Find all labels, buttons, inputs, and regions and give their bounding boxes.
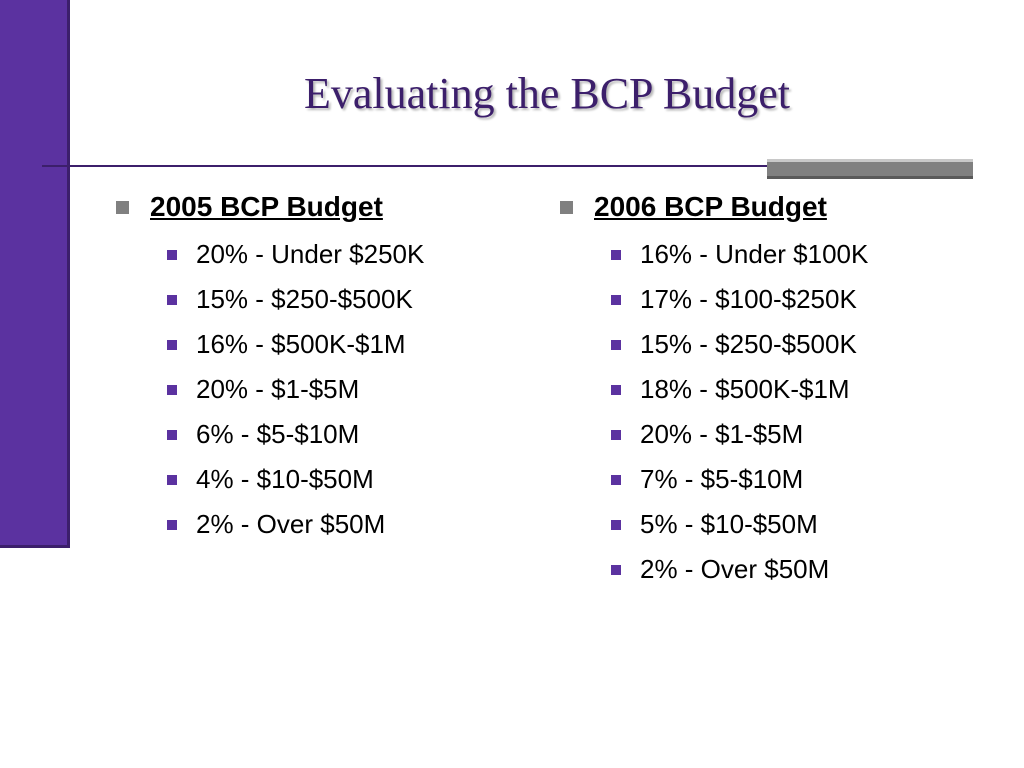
list-item-text: 5% - $10-$50M	[640, 509, 818, 539]
budget-list: 20% - Under $250K 15% - $250-$500K 16% -…	[167, 232, 424, 547]
list-item: 2% - Over $50M	[167, 502, 424, 547]
list-item: 18% - $500K-$1M	[611, 367, 868, 412]
budget-list: 16% - Under $100K 17% - $100-$250K 15% -…	[611, 232, 868, 592]
list-item: 15% - $250-$500K	[167, 277, 424, 322]
list-item: 20% - $1-$5M	[611, 412, 868, 457]
list-item-text: 7% - $5-$10M	[640, 464, 804, 494]
column-heading: 2006 BCP Budget	[594, 191, 827, 222]
square-bullet-icon	[611, 519, 621, 530]
decorative-gray-bar	[767, 159, 973, 179]
list-item-text: 2% - Over $50M	[196, 509, 386, 539]
square-bullet-icon	[611, 249, 621, 260]
list-item: 16% - Under $100K	[611, 232, 868, 277]
square-bullet-icon	[167, 384, 177, 395]
left-accent-bar-shadow	[67, 0, 70, 548]
square-bullet-icon	[611, 429, 621, 440]
list-item: 20% - Under $250K	[167, 232, 424, 277]
list-item-text: 20% - $1-$5M	[640, 419, 804, 449]
list-item-text: 15% - $250-$500K	[640, 329, 857, 359]
list-item-text: 6% - $5-$10M	[196, 419, 360, 449]
list-item-text: 17% - $100-$250K	[640, 284, 857, 314]
column-heading-row: 2005 BCP Budget	[116, 186, 424, 228]
list-item: 2% - Over $50M	[611, 547, 868, 592]
list-item: 6% - $5-$10M	[167, 412, 424, 457]
square-bullet-icon	[167, 339, 177, 350]
list-item: 20% - $1-$5M	[167, 367, 424, 412]
list-item: 5% - $10-$50M	[611, 502, 868, 547]
list-item-text: 2% - Over $50M	[640, 554, 830, 584]
column-2005: 2005 BCP Budget 20% - Under $250K 15% - …	[116, 186, 424, 547]
square-bullet-icon	[611, 384, 621, 395]
list-item-text: 20% - Under $250K	[196, 239, 425, 269]
list-item-text: 15% - $250-$500K	[196, 284, 413, 314]
title-divider	[42, 165, 777, 167]
list-item-text: 4% - $10-$50M	[196, 464, 374, 494]
column-heading-row: 2006 BCP Budget	[560, 186, 868, 228]
square-bullet-icon	[560, 200, 573, 214]
list-item: 16% - $500K-$1M	[167, 322, 424, 367]
list-item: 4% - $10-$50M	[167, 457, 424, 502]
slide-title: Evaluating the BCP Budget	[304, 69, 790, 118]
square-bullet-icon	[167, 249, 177, 260]
list-item: 7% - $5-$10M	[611, 457, 868, 502]
square-bullet-icon	[167, 429, 177, 440]
list-item: 15% - $250-$500K	[611, 322, 868, 367]
list-item-text: 16% - $500K-$1M	[196, 329, 406, 359]
list-item-text: 20% - $1-$5M	[196, 374, 360, 404]
square-bullet-icon	[167, 294, 177, 305]
list-item-text: 18% - $500K-$1M	[640, 374, 850, 404]
list-item-text: 16% - Under $100K	[640, 239, 869, 269]
column-2006: 2006 BCP Budget 16% - Under $100K 17% - …	[560, 186, 868, 592]
left-accent-bar	[0, 0, 67, 545]
square-bullet-icon	[116, 200, 129, 214]
square-bullet-icon	[611, 474, 621, 485]
square-bullet-icon	[611, 564, 621, 575]
square-bullet-icon	[167, 519, 177, 530]
square-bullet-icon	[611, 339, 621, 350]
left-accent-bar-bottom-edge	[0, 545, 67, 548]
square-bullet-icon	[167, 474, 177, 485]
square-bullet-icon	[611, 294, 621, 305]
list-item: 17% - $100-$250K	[611, 277, 868, 322]
column-heading: 2005 BCP Budget	[150, 191, 383, 222]
